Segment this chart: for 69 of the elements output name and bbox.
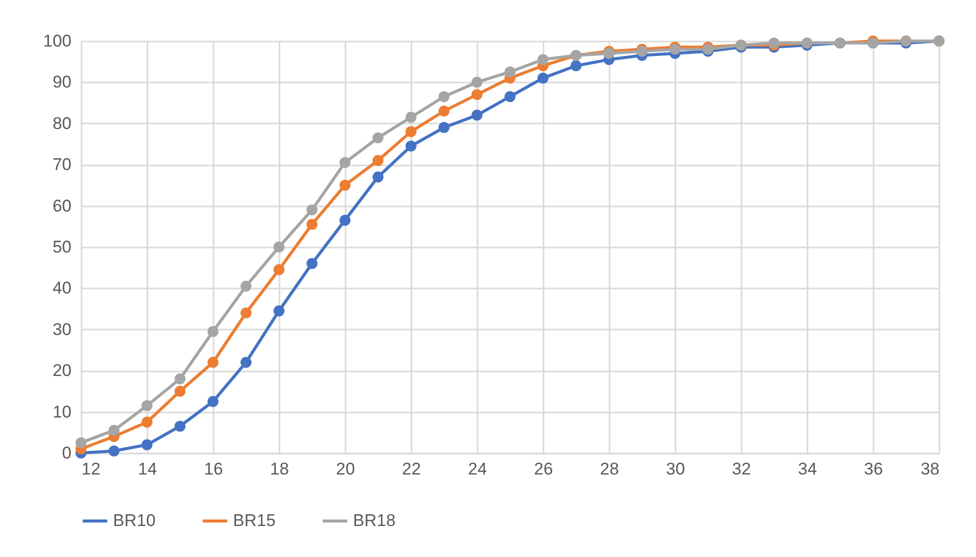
x-tick-label: 12 <box>82 460 100 478</box>
point <box>340 180 350 191</box>
legend-label: BR15 <box>233 511 276 530</box>
point <box>538 54 548 66</box>
point <box>174 386 186 397</box>
point <box>174 420 186 432</box>
x-tick-label: 24 <box>468 460 487 478</box>
point <box>76 437 86 448</box>
point <box>142 439 152 450</box>
point <box>208 356 218 368</box>
x-tick-label: 26 <box>534 460 553 478</box>
y-tick-label: 40 <box>52 278 72 298</box>
point <box>240 307 252 318</box>
point <box>438 91 450 102</box>
x-tick-label: 20 <box>336 460 355 478</box>
x-tick-label: 36 <box>864 460 883 478</box>
x-tick-label: 28 <box>600 460 619 478</box>
point <box>340 214 350 226</box>
point <box>274 264 284 276</box>
point <box>274 305 284 316</box>
x-tick-label: 38 <box>920 460 940 478</box>
point <box>538 72 548 84</box>
point <box>570 60 582 72</box>
x-tick-label: 16 <box>204 460 223 478</box>
point <box>306 218 318 230</box>
y-tick-label: 90 <box>52 72 72 92</box>
point <box>142 400 152 412</box>
y-tick-label: 60 <box>52 196 72 216</box>
y-tick-label: 10 <box>52 402 72 422</box>
point <box>438 122 450 133</box>
point <box>306 204 318 216</box>
point <box>108 424 120 436</box>
point <box>472 110 482 121</box>
point <box>406 140 416 152</box>
y-tick-label: 0 <box>62 444 72 462</box>
legend-label: BR10 <box>113 511 156 530</box>
point <box>406 112 416 123</box>
x-tick-label: 22 <box>402 460 421 478</box>
point <box>208 326 218 337</box>
point <box>274 242 284 252</box>
x-tick-label: 18 <box>270 460 289 478</box>
point <box>240 280 252 292</box>
point <box>240 356 252 368</box>
point <box>372 171 384 182</box>
point <box>174 373 186 384</box>
legend-label: BR18 <box>353 511 396 530</box>
point <box>472 89 482 100</box>
point <box>108 445 120 456</box>
point <box>372 132 384 144</box>
point <box>142 416 152 428</box>
point <box>208 396 218 407</box>
y-tick-label: 20 <box>52 361 72 380</box>
x-tick-label: 14 <box>138 460 157 478</box>
y-tick-label: 70 <box>52 155 72 174</box>
y-tick-label: 30 <box>52 320 72 339</box>
y-tick-label: 100 <box>43 32 72 50</box>
point <box>504 91 516 102</box>
x-tick-label: 30 <box>666 460 685 478</box>
point <box>372 155 384 166</box>
x-tick-label: 32 <box>732 460 751 478</box>
point <box>306 258 318 269</box>
x-tick-label: 34 <box>798 460 817 478</box>
y-tick-label: 50 <box>52 238 72 256</box>
point <box>472 76 482 88</box>
point <box>438 106 450 117</box>
point <box>504 66 516 78</box>
y-tick-label: 80 <box>52 114 72 133</box>
point <box>406 126 416 138</box>
point <box>340 157 350 168</box>
